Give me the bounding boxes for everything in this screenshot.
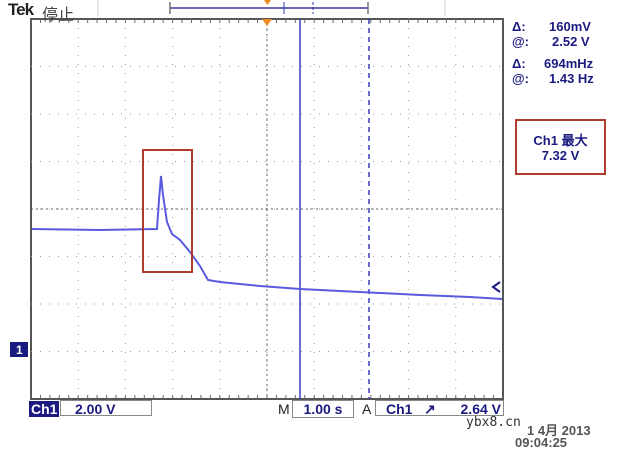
measurement-name: Ch1 最大 [533, 133, 588, 148]
trigger-label: A [362, 401, 372, 417]
brand-logo: Tek [8, 0, 34, 19]
cursor-at-v: @: 2.52 V [512, 34, 590, 49]
cursor-delta-v: Δ: 160mV [512, 19, 591, 34]
date: 1 4月 2013 [527, 423, 591, 438]
timebase-value[interactable]: 1.00 s [292, 400, 354, 418]
acquisition-state: 停止 [42, 7, 75, 24]
timebase-label: M [278, 401, 290, 417]
volts-per-div[interactable]: 2.00 V [60, 400, 152, 417]
measurement-box: Ch1 最大 7.32 V [515, 119, 606, 175]
trigger-level: 2.64 V [460, 401, 501, 417]
highlight-box [142, 149, 193, 273]
cursor-at-f: @: 1.43 Hz [512, 71, 594, 86]
trigger-level-icon [491, 281, 501, 293]
watermark: ybx8.cn [466, 415, 521, 430]
ch1-trace [31, 175, 503, 300]
trigger-position-icon [264, 0, 271, 5]
cursor-delta-f: Δ: 694mHz [512, 56, 594, 71]
trigger-marker-icon [262, 19, 272, 26]
trigger-source: Ch1 [386, 401, 413, 417]
channel-label[interactable]: Ch1 [29, 401, 60, 417]
measurement-value: 7.32 V [541, 148, 580, 163]
trigger-slope-icon: ↗ [424, 401, 436, 417]
channel-marker [10, 342, 28, 357]
trigger-settings[interactable]: Ch1 ↗ 2.64 V [375, 400, 504, 417]
svg-text:1: 1 [16, 343, 23, 357]
time: 09:04:25 [515, 435, 568, 450]
record-bar [97, 0, 446, 16]
